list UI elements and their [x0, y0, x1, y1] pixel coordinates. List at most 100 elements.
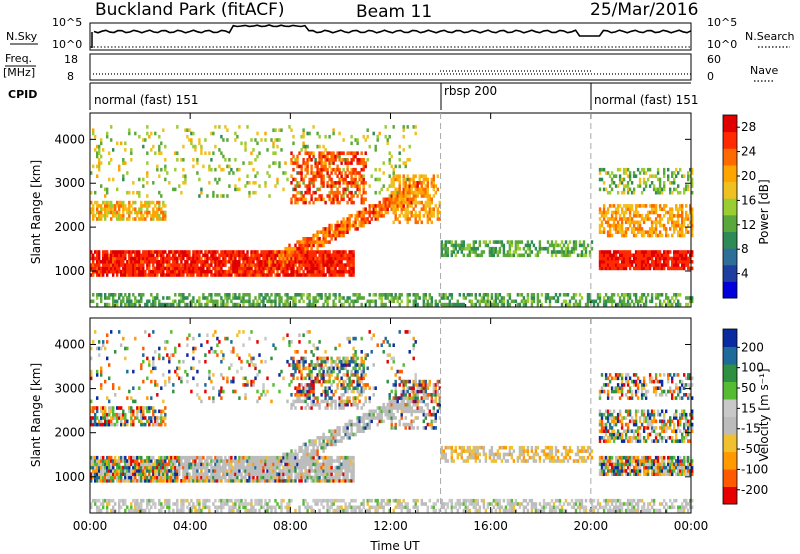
data-cell [308, 273, 311, 277]
data-cell [348, 263, 351, 267]
data-cell [128, 296, 131, 300]
data-cell [234, 263, 237, 267]
data-cell [156, 462, 159, 467]
data-cell [176, 151, 179, 155]
data-cell [584, 253, 588, 258]
data-cell [192, 260, 195, 264]
data-cell [598, 293, 602, 297]
data-cell [472, 250, 475, 254]
data-cell [248, 256, 251, 261]
data-cell [640, 167, 644, 172]
data-cell [320, 197, 323, 202]
data-cell [238, 253, 241, 258]
data-cell [238, 263, 241, 267]
data-cell [348, 273, 351, 277]
data-cell [106, 273, 109, 277]
data-cell [268, 250, 271, 254]
data-cell [626, 293, 630, 297]
data-cell [468, 246, 471, 251]
data-cell [90, 479, 93, 483]
data-cell [216, 293, 219, 297]
data-cell [146, 194, 149, 198]
data-cell [102, 207, 105, 211]
data-cell [460, 250, 463, 254]
data-cell [126, 269, 129, 274]
data-cell [272, 250, 275, 254]
data-cell [300, 296, 303, 300]
data-cell [264, 273, 267, 277]
data-cell [610, 302, 614, 307]
data-cell [342, 256, 345, 261]
data-cell [214, 250, 217, 254]
data-cell [142, 465, 145, 470]
data-cell [496, 250, 500, 254]
data-cell [330, 237, 333, 241]
data-cell [142, 406, 145, 410]
data-cell [636, 184, 640, 188]
data-cell [408, 194, 411, 198]
data-cell [100, 386, 103, 391]
data-cell [156, 167, 159, 172]
data-cell [178, 184, 181, 188]
data-cell [212, 250, 215, 254]
data-cell [222, 263, 225, 267]
data-cell [622, 293, 626, 297]
data-cell [312, 253, 315, 258]
data-cell [340, 174, 343, 178]
data-cell [406, 200, 409, 205]
data-cell [691, 299, 694, 304]
data-cell [218, 164, 221, 169]
data-cell [106, 214, 109, 218]
data-cell [176, 459, 179, 463]
data-cell [642, 293, 646, 297]
data-cell [630, 230, 634, 234]
data-cell [182, 269, 185, 274]
data-cell [294, 200, 297, 205]
data-cell [675, 296, 678, 300]
data-cell [654, 187, 658, 192]
data-cell [292, 187, 295, 192]
data-cell [136, 299, 139, 304]
data-cell [232, 459, 235, 463]
data-cell [94, 214, 97, 218]
data-cell [350, 171, 353, 175]
data-cell [138, 465, 141, 470]
data-cell [150, 416, 153, 420]
data-cell [582, 246, 586, 251]
data-cell [202, 253, 205, 258]
data-cell [284, 302, 287, 307]
data-cell [204, 302, 207, 307]
data-cell [102, 462, 105, 467]
data-cell [632, 190, 636, 195]
data-cell [176, 373, 179, 377]
data-cell [230, 462, 233, 467]
data-cell [232, 465, 235, 470]
data-cell [142, 475, 145, 480]
data-cell [110, 472, 113, 477]
data-cell [294, 302, 297, 307]
data-cell [308, 187, 311, 192]
data-cell [102, 498, 105, 503]
data-cell [474, 250, 477, 254]
data-cell [486, 299, 490, 304]
data-cell [130, 416, 133, 420]
data-cell [250, 161, 253, 165]
data-cell [148, 472, 151, 477]
data-cell [170, 475, 173, 480]
data-cell [310, 260, 313, 264]
data-cell [506, 240, 510, 244]
data-cell [204, 353, 207, 357]
data-cell [634, 253, 638, 258]
data-cell [142, 508, 145, 513]
data-cell [402, 204, 405, 208]
data-cell [90, 190, 93, 195]
data-cell [324, 200, 327, 205]
data-cell [92, 217, 95, 221]
data-cell [306, 184, 309, 188]
data-cell [681, 174, 684, 178]
data-cell [328, 293, 331, 297]
data-cell [673, 230, 676, 234]
data-cell [634, 220, 638, 225]
data-cell [430, 302, 433, 307]
data-cell [188, 266, 191, 271]
